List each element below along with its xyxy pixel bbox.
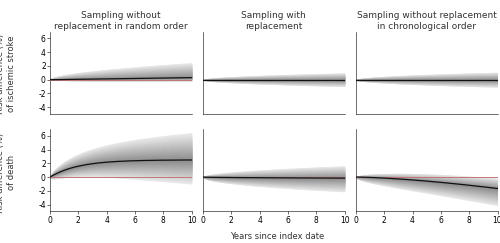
Title: Sampling without replacement
in chronological order: Sampling without replacement in chronolo… bbox=[357, 11, 496, 31]
Text: Risk difference (%)
of death: Risk difference (%) of death bbox=[0, 132, 16, 213]
Text: Years since index date: Years since index date bbox=[230, 232, 324, 241]
Text: Risk difference (%)
of ischemic stroke: Risk difference (%) of ischemic stroke bbox=[0, 34, 16, 114]
Title: Sampling with
replacement: Sampling with replacement bbox=[242, 11, 306, 31]
Title: Sampling without
replacement in random order: Sampling without replacement in random o… bbox=[54, 11, 188, 31]
